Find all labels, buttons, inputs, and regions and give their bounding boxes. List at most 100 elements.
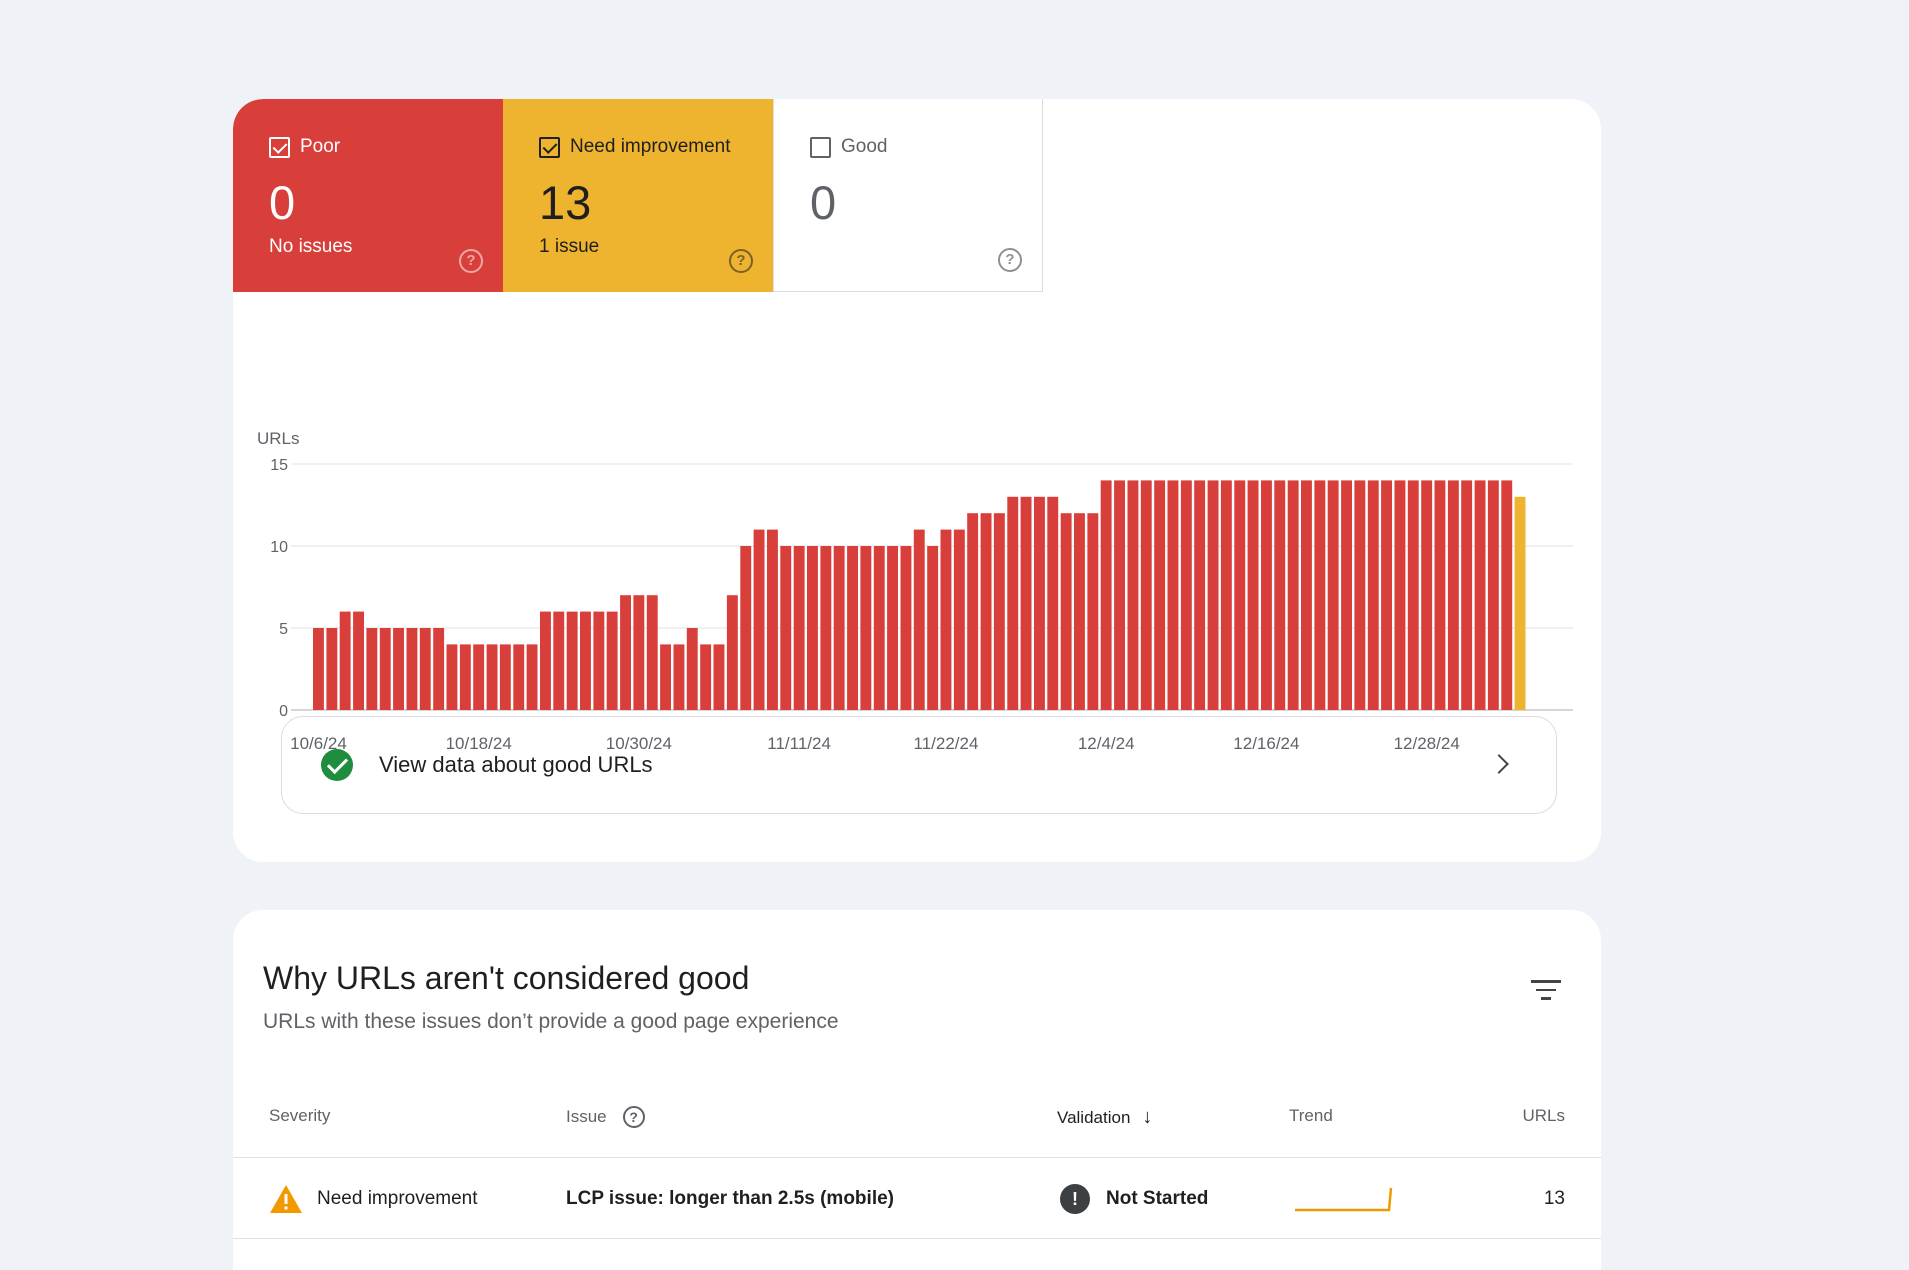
chart-bar[interactable] [713,644,725,710]
chart-bar[interactable] [1194,480,1206,710]
chart-bar[interactable] [1327,480,1339,710]
chart-bar[interactable] [473,644,485,710]
chart-bar[interactable] [1127,480,1139,710]
chart-bar[interactable] [620,595,631,710]
chart-bar[interactable] [807,546,818,710]
chart-bar[interactable] [900,546,912,710]
chart-bar[interactable] [967,513,979,710]
chart-bar[interactable] [1247,480,1259,710]
chart-bar[interactable] [433,628,445,710]
chart-bar[interactable] [1514,496,1526,710]
chart-bar[interactable] [980,513,992,710]
chart-bar[interactable] [1447,480,1459,710]
chart-bar[interactable] [1087,513,1099,710]
chart-bar[interactable] [633,595,645,710]
chart-bar[interactable] [540,611,551,710]
chart-bar[interactable] [313,628,324,710]
column-header-issue[interactable]: Issue ? [566,1106,645,1128]
chart-bar[interactable] [1020,496,1032,710]
chart-bar[interactable] [953,529,965,710]
chart-bar[interactable] [1047,496,1059,710]
chart-bar[interactable] [593,611,605,710]
chart-bar[interactable] [1287,480,1299,710]
tile-good[interactable]: Good 0 ? [773,99,1043,292]
table-row[interactable]: Need improvement LCP issue: longer than … [233,1160,1601,1238]
chart-bar[interactable] [1060,513,1072,710]
chart-bar[interactable] [686,628,698,710]
chart-bar[interactable] [1341,480,1352,710]
chart-bar[interactable] [1407,480,1419,710]
chart-bar[interactable] [1461,480,1473,710]
chart-bar[interactable] [1140,480,1152,710]
chart-bar[interactable] [993,513,1005,710]
view-good-urls-button[interactable]: View data about good URLs [281,716,1557,814]
chart-bar[interactable] [1434,480,1446,710]
chart-bar[interactable] [740,546,752,710]
chart-bar[interactable] [940,529,952,710]
chart-bar[interactable] [833,546,845,710]
chart-bar[interactable] [1301,480,1312,710]
chart-bar[interactable] [1154,480,1166,710]
chart-bar[interactable] [1274,480,1286,710]
help-icon[interactable]: ? [459,249,483,273]
chart-bar[interactable] [1394,480,1406,710]
chart-bar[interactable] [326,628,338,710]
chart-bar[interactable] [393,628,404,710]
checkbox-good[interactable] [810,136,831,158]
chart-bar[interactable] [1487,480,1499,710]
chart-bar[interactable] [1074,513,1085,710]
chart-bar[interactable] [1207,480,1219,710]
chart-bar[interactable] [1367,480,1379,710]
chart-bar[interactable] [887,546,898,710]
tile-need-improvement[interactable]: Need improvement 13 1 issue ? [503,99,773,292]
chart-bar[interactable] [566,611,578,710]
chart-bar[interactable] [847,546,858,710]
chart-bar[interactable] [1314,480,1326,710]
tile-poor[interactable]: Poor 0 No issues ? [233,99,503,292]
column-header-validation[interactable]: Validation ↓ [1057,1106,1152,1129]
chart-bar[interactable] [580,611,591,710]
chart-bar[interactable] [486,644,498,710]
column-header-urls[interactable]: URLs [1522,1106,1565,1126]
chart-bar[interactable] [1421,480,1433,710]
chart-bar[interactable] [1261,480,1272,710]
chart-bar[interactable] [673,644,685,710]
help-icon[interactable]: ? [622,1106,645,1128]
chart-bar[interactable] [913,529,925,710]
chart-bar[interactable] [1501,480,1513,710]
checkbox-need-improvement[interactable] [539,136,560,158]
chart-bar[interactable] [1100,480,1112,710]
chart-bar[interactable] [767,529,778,710]
chart-bar[interactable] [1180,480,1192,710]
chart-bar[interactable] [553,611,565,710]
chart-bar[interactable] [1034,496,1045,710]
chart-bar[interactable] [606,611,618,710]
chart-bar[interactable] [499,644,511,710]
chart-bar[interactable] [753,529,765,710]
chart-bar[interactable] [726,595,738,710]
checkbox-poor[interactable] [269,136,290,158]
chart-bar[interactable] [1474,480,1486,710]
chart-bar[interactable] [793,546,805,710]
chart-bar[interactable] [379,628,391,710]
chart-bar[interactable] [353,611,364,710]
chart-bar[interactable] [1234,480,1246,710]
chart-bar[interactable] [339,611,351,710]
chart-bar[interactable] [513,644,525,710]
chart-bar[interactable] [459,644,471,710]
chart-bar[interactable] [780,546,792,710]
column-header-severity[interactable]: Severity [269,1106,330,1126]
chart-bar[interactable] [927,546,939,710]
chart-bar[interactable] [526,644,538,710]
chart-bar[interactable] [860,546,872,710]
chart-bar[interactable] [700,644,712,710]
chart-bar[interactable] [1114,480,1125,710]
chart-bar[interactable] [820,546,832,710]
chart-bar[interactable] [406,628,418,710]
filter-icon[interactable] [1531,980,1561,1004]
chart-bar[interactable] [366,628,378,710]
chart-bar[interactable] [646,595,658,710]
chart-bar[interactable] [419,628,431,710]
chart-bar[interactable] [446,644,458,710]
help-icon[interactable]: ? [729,249,753,273]
